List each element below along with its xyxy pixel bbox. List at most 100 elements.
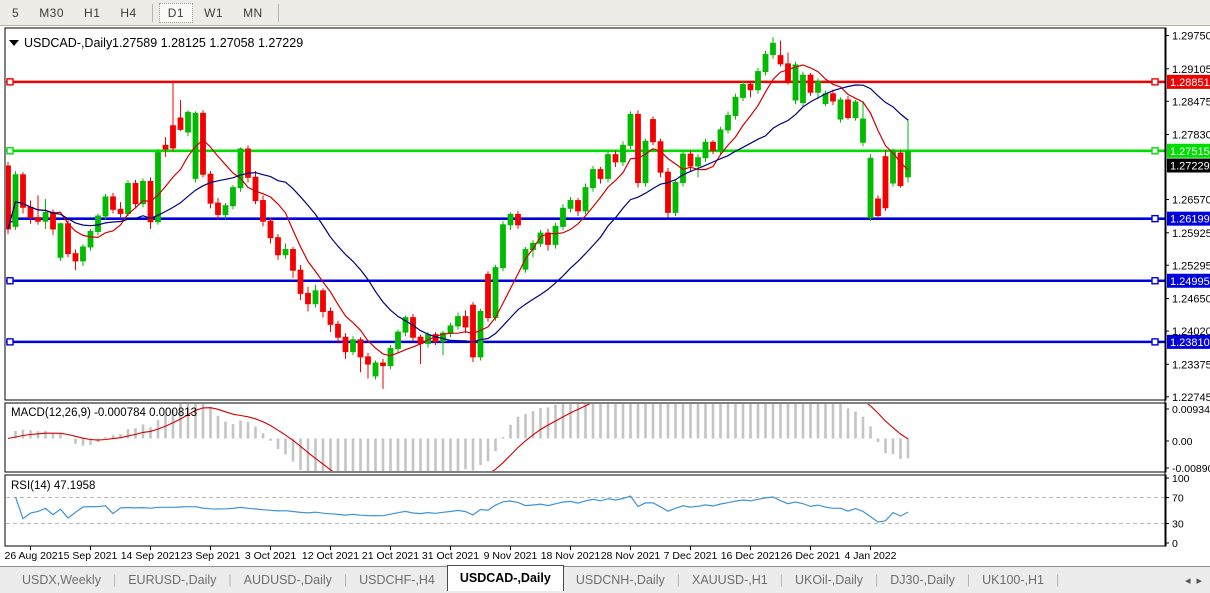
candle[interactable] — [785, 52, 791, 85]
candle[interactable] — [372, 360, 379, 380]
candle[interactable] — [147, 177, 154, 229]
candle[interactable] — [342, 333, 349, 359]
candle[interactable] — [462, 310, 469, 334]
candle[interactable] — [672, 179, 679, 217]
candle[interactable] — [110, 192, 116, 214]
timeframe-button-h1[interactable]: H1 — [84, 5, 101, 20]
tab-ukoil-daily[interactable]: UKOil-,Daily — [794, 573, 864, 587]
candle[interactable] — [837, 97, 844, 123]
candle[interactable] — [267, 217, 274, 244]
candle[interactable] — [387, 344, 394, 370]
candle[interactable] — [245, 145, 251, 183]
candle[interactable] — [252, 171, 259, 205]
candle[interactable] — [665, 168, 671, 218]
candle[interactable] — [215, 197, 221, 220]
timeframe-button-w1[interactable]: W1 — [204, 5, 224, 20]
candle[interactable] — [770, 37, 776, 59]
candle[interactable] — [132, 179, 139, 209]
candle[interactable] — [290, 246, 296, 278]
tab-usdx-weekly[interactable]: USDX,Weekly — [22, 573, 101, 587]
candle[interactable] — [20, 172, 26, 214]
candle[interactable] — [102, 193, 109, 220]
candle[interactable] — [395, 329, 401, 353]
tab-dj30-daily[interactable]: DJ30-,Daily — [890, 573, 955, 587]
tabs-scroll-right-icon[interactable]: ▸ — [1196, 574, 1202, 587]
candle[interactable] — [282, 243, 289, 259]
candle[interactable] — [80, 244, 86, 267]
candle[interactable] — [725, 111, 731, 134]
tab-usdcad-daily[interactable]: USDCAD-,Daily — [446, 565, 564, 591]
candle[interactable] — [200, 110, 206, 178]
candle[interactable] — [867, 154, 874, 222]
candle[interactable] — [87, 228, 94, 251]
candle[interactable] — [305, 286, 311, 312]
candle[interactable] — [72, 249, 79, 271]
candle[interactable] — [260, 195, 266, 227]
candle[interactable] — [125, 180, 131, 217]
hline-handle-right[interactable] — [1151, 277, 1159, 285]
candle[interactable] — [740, 80, 746, 102]
candle[interactable] — [297, 265, 304, 301]
hline-handle-left[interactable] — [6, 277, 14, 285]
candle[interactable] — [237, 147, 244, 192]
candle[interactable] — [6, 161, 11, 235]
candle[interactable] — [507, 212, 514, 230]
candle[interactable] — [897, 150, 904, 188]
candle[interactable] — [140, 178, 146, 208]
candle[interactable] — [582, 183, 589, 215]
candle[interactable] — [117, 202, 124, 219]
candle[interactable] — [222, 203, 229, 219]
candle[interactable] — [515, 210, 521, 229]
candle[interactable] — [560, 204, 566, 230]
tabs-scroll-left-icon[interactable]: ◂ — [1184, 574, 1191, 587]
candle[interactable] — [642, 138, 649, 187]
candle[interactable] — [650, 116, 656, 146]
hline-handle-right[interactable] — [1151, 214, 1159, 223]
candle[interactable] — [860, 101, 866, 147]
candle[interactable] — [492, 265, 499, 321]
candle[interactable] — [710, 140, 716, 155]
candle[interactable] — [702, 138, 709, 162]
candle[interactable] — [635, 110, 641, 188]
candle[interactable] — [590, 165, 596, 192]
timeframe-button-5[interactable]: 5 — [12, 5, 20, 20]
candle[interactable] — [537, 229, 544, 247]
candle[interactable] — [762, 50, 769, 76]
candle[interactable] — [155, 148, 161, 225]
candle[interactable] — [657, 138, 664, 178]
candle[interactable] — [620, 141, 626, 166]
candle[interactable] — [792, 61, 799, 105]
candle[interactable] — [777, 40, 784, 67]
candle[interactable] — [185, 110, 191, 137]
hline-handle-right[interactable] — [1151, 147, 1159, 155]
candle[interactable] — [875, 195, 881, 219]
candle[interactable] — [455, 312, 461, 330]
candle[interactable] — [890, 148, 896, 187]
tab-audusd-daily[interactable]: AUDUSD-,Daily — [243, 573, 332, 587]
candle[interactable] — [477, 308, 484, 361]
candle[interactable] — [402, 315, 409, 337]
candle[interactable] — [350, 336, 356, 356]
candle[interactable] — [207, 171, 214, 209]
candle[interactable] — [12, 171, 19, 230]
timeframe-button-mn[interactable]: MN — [243, 5, 263, 20]
candle[interactable] — [552, 222, 559, 249]
candle[interactable] — [852, 99, 859, 121]
tab-usdcnh-daily[interactable]: USDCNH-,Daily — [575, 573, 665, 587]
candle[interactable] — [327, 307, 334, 333]
candle[interactable] — [410, 314, 416, 342]
candle[interactable] — [177, 99, 184, 131]
candle[interactable] — [170, 80, 176, 152]
candle[interactable] — [500, 221, 506, 272]
hline-handle-left[interactable] — [6, 78, 14, 86]
candle[interactable] — [755, 67, 761, 94]
candle[interactable] — [275, 234, 281, 260]
candle[interactable] — [627, 111, 634, 149]
collapse-triangle-icon[interactable] — [9, 40, 19, 46]
hline-handle-right[interactable] — [1151, 338, 1159, 346]
candle[interactable] — [42, 199, 49, 229]
hline-handle-left[interactable] — [6, 147, 14, 155]
candle[interactable] — [597, 167, 604, 184]
candle[interactable] — [605, 151, 611, 183]
